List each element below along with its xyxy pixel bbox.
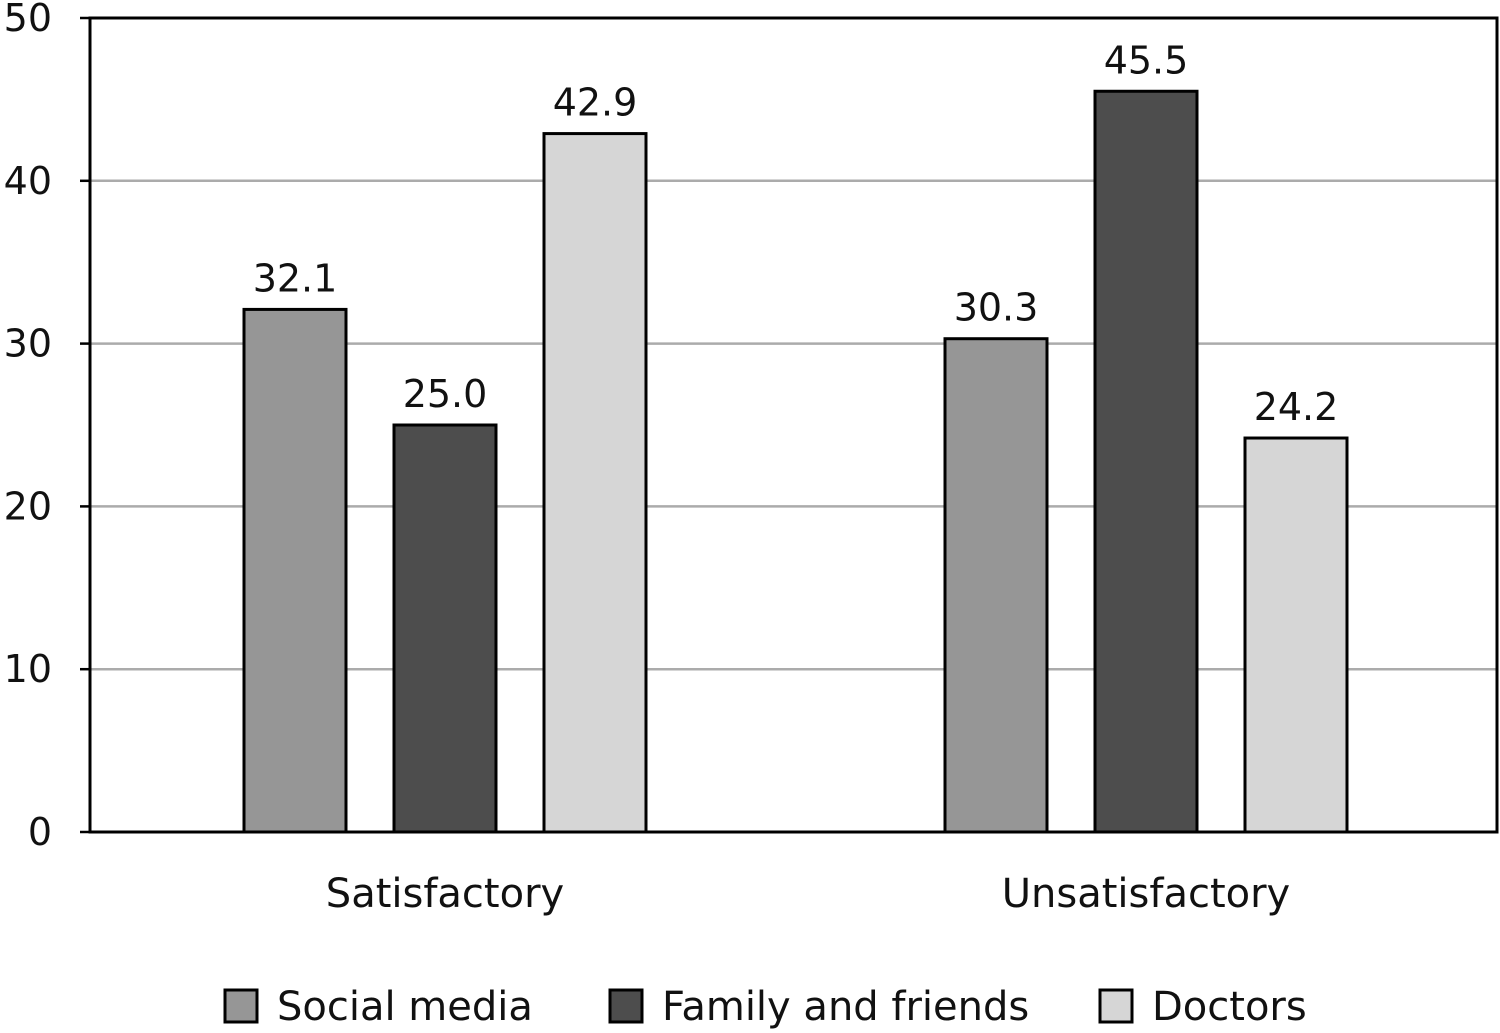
y-tick-label: 50: [4, 0, 52, 40]
legend-label: Doctors: [1152, 984, 1307, 1030]
legend-swatch: [223, 988, 259, 1024]
y-tick-label: 20: [4, 484, 52, 528]
plot-frame: [88, 16, 1499, 834]
bar-doctors: [1243, 436, 1349, 834]
data-label: 30.3: [954, 286, 1039, 330]
bar-family-and-friends: [1093, 89, 1199, 834]
legend-label: Family and friends: [662, 984, 1029, 1030]
bar-family-and-friends: [392, 423, 498, 834]
y-tick-label: 40: [4, 159, 52, 203]
data-label: 32.1: [253, 256, 338, 300]
data-label: 24.2: [1254, 385, 1339, 429]
legend-swatch: [608, 988, 644, 1024]
bar-social-media: [242, 307, 348, 834]
data-label: 42.9: [553, 81, 638, 125]
data-label: 25.0: [403, 372, 488, 416]
data-label: 45.5: [1104, 38, 1189, 82]
legend-swatch: [1098, 988, 1134, 1024]
bar-doctors: [542, 132, 648, 834]
y-tick-label: 0: [28, 810, 52, 854]
y-tick-label: 30: [4, 322, 52, 366]
legend-label: Social media: [277, 984, 533, 1030]
bar-social-media: [943, 337, 1049, 834]
y-tick-label: 10: [4, 647, 52, 691]
x-category-label: Satisfactory: [326, 871, 564, 917]
x-category-label: Unsatisfactory: [1002, 871, 1290, 917]
